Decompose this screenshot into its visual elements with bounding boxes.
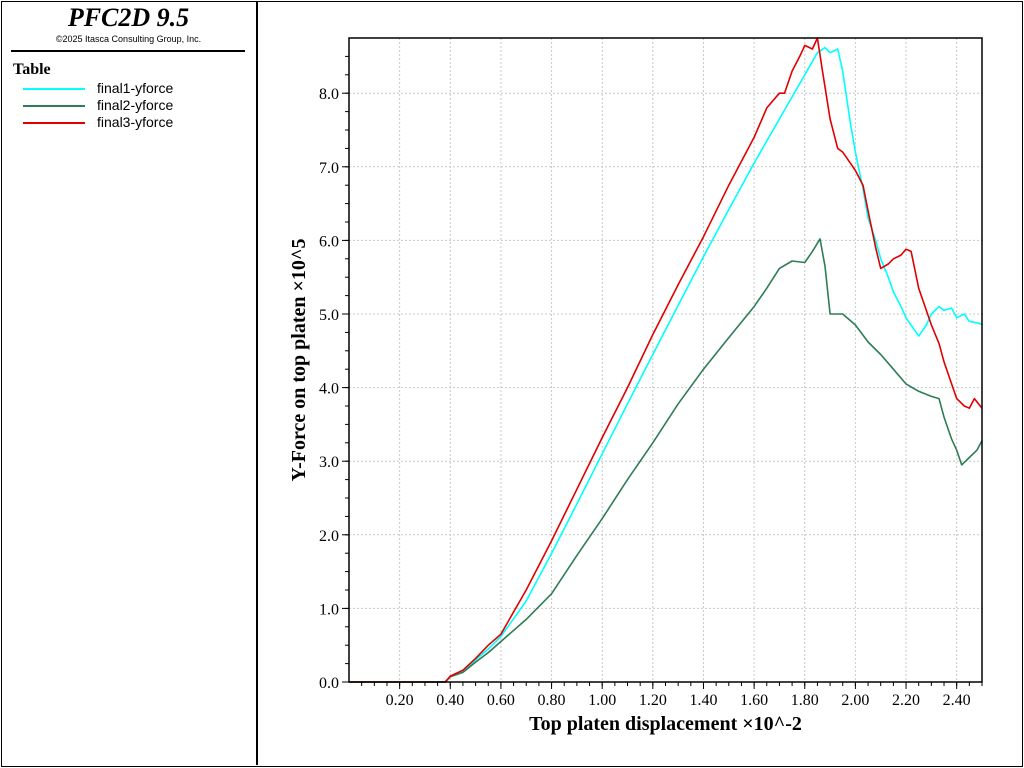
series-line-final3-yforce [349, 37, 983, 683]
x-tick-label: 1.80 [791, 692, 819, 709]
copyright-notice: ©2025 Itasca Consulting Group, Inc. [55, 34, 202, 44]
legend-heading: Table [13, 61, 51, 78]
y-tick-label: 3.0 [319, 454, 339, 471]
x-tick-label: 1.20 [639, 692, 667, 709]
y-tick-label: 7.0 [319, 160, 339, 177]
series-line-final2-yforce [349, 238, 983, 683]
y-tick-label: 0.0 [319, 675, 339, 692]
y-tick-label: 1.0 [319, 601, 339, 618]
y-tick-label: 6.0 [319, 233, 339, 250]
title-divider [11, 50, 245, 52]
x-tick-label: 0.80 [538, 692, 566, 709]
series-line-final1-yforce [349, 46, 983, 683]
app-title: PFC2D 9.5 [67, 3, 190, 32]
legend-swatch-final2 [23, 105, 85, 107]
y-tick-label: 4.0 [319, 381, 339, 398]
series-layer [349, 37, 983, 683]
x-tick-label: 1.00 [588, 692, 616, 709]
legend-panel: PFC2D 9.5 ©2025 Itasca Consulting Group,… [1, 1, 258, 765]
legend-swatch-final1 [23, 88, 85, 90]
grid [349, 38, 982, 682]
y-axis-title: Y-Force on top platen ×10^5 [288, 238, 310, 481]
legend-label: final1-yforce [97, 80, 174, 96]
plot-area-border [348, 37, 983, 683]
x-tick-label: 0.20 [386, 692, 414, 709]
y-tick-label: 2.0 [319, 528, 339, 545]
x-tick-label: 1.60 [740, 692, 768, 709]
ticks: 0.20 0.40 0.60 0.80 1.00 1.20 1.40 1.60 1.80 2.00… [319, 55, 983, 709]
legend-label: final2-yforce [97, 97, 174, 113]
x-tick-label: 2.20 [892, 692, 920, 709]
x-tick-label: 0.40 [436, 692, 464, 709]
x-tick-label: 0.60 [487, 692, 515, 709]
x-tick-label: 1.40 [689, 692, 717, 709]
y-tick-label: 8.0 [319, 86, 339, 103]
x-tick-label: 2.00 [841, 692, 869, 709]
x-axis-title: Top platen displacement ×10^-2 [529, 713, 802, 735]
y-tick-label: 5.0 [319, 307, 339, 324]
legend-label: final3-yforce [97, 114, 174, 130]
x-tick-label: 2.40 [943, 692, 971, 709]
legend-swatch-final3 [23, 122, 85, 124]
